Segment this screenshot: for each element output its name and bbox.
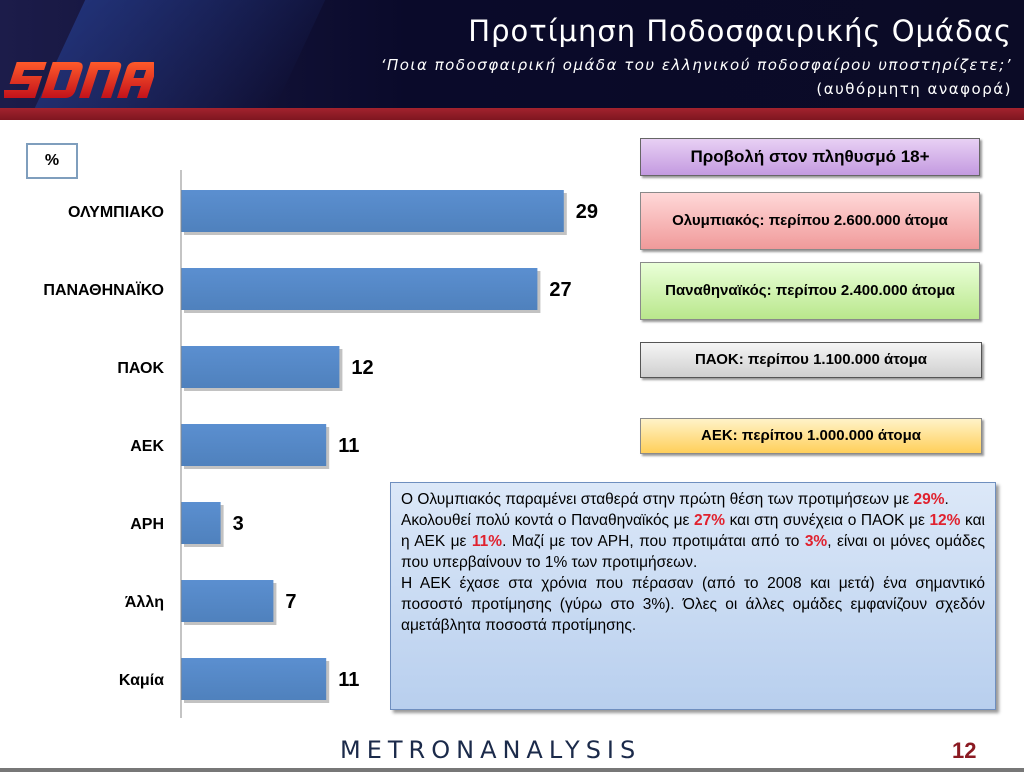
note-text: . Μαζί με τον ΑΡΗ, που προτιμάται από το: [502, 533, 805, 550]
bar-chart: ΟΛΥΜΠΙΑΚΟ 29 ΠΑΝΑΘΗΝΑΪΚΟ 27 ΠΑΟΚ 12 ΑΕΚ 11 ΑΡΗ 3 Ά…: [43, 170, 598, 718]
bar: [181, 502, 221, 544]
footer-line: [0, 768, 1024, 772]
page-subtitle: ‘Ποια ποδοσφαιρική ομάδα του ελληνικού π…: [380, 56, 1012, 74]
category-label: ΠΑΟΚ: [117, 360, 164, 377]
note-highlight: 12%: [929, 512, 961, 529]
note-text: και η ΑΕΚ με: [401, 512, 985, 550]
value-label: 7: [285, 591, 296, 613]
value-label: 29: [576, 201, 598, 223]
note-text: Ο Ολυμπιακός παραμένει σταθερά στην πρώτ…: [401, 491, 914, 508]
bar: [181, 346, 340, 388]
note-text: , είναι οι μόνες ομάδες που υπερβαίνουν …: [401, 533, 985, 571]
note-highlight: 27%: [694, 512, 726, 529]
projection-callout: Προβολή στον πληθυσμό 18+: [640, 138, 980, 176]
header-banner: Προτίμηση Ποδοσφαιρικής Ομάδας ‘Ποια ποδ…: [0, 0, 1024, 108]
value-label: 3: [233, 513, 244, 535]
page-number: 12: [952, 738, 977, 763]
note-text: Η ΑΕΚ έχασε στα χρόνια που πέρασαν (από …: [401, 575, 985, 634]
note-highlight: 3%: [804, 533, 828, 550]
page-subtitle-note: (αυθόρμητη αναφορά): [816, 80, 1012, 98]
bar: [181, 190, 564, 232]
note-text: Ακολουθεί πολύ κοντά ο Παναθηναϊκός με: [401, 512, 694, 529]
brand-part-a: METRON: [340, 736, 481, 764]
note-text: και στη συνέχεια ο ΠΑΟΚ με: [725, 512, 930, 529]
value-label: 12: [351, 357, 373, 379]
commentary-box: Ο Ολυμπιακός παραμένει σταθερά στην πρώτ…: [390, 482, 996, 710]
category-label: ΑΡΗ: [130, 516, 164, 533]
category-label: ΠΑΝΑΘΗΝΑΪΚΟ: [43, 281, 164, 299]
sdna-logo: [4, 62, 154, 98]
category-label: ΟΛΥΜΠΙΑΚΟ: [68, 204, 164, 221]
note-highlight: 29%: [913, 491, 945, 508]
category-label: Καμία: [119, 672, 164, 689]
bar: [181, 424, 327, 466]
bar: [181, 658, 327, 700]
panathinaikos-callout: Παναθηναϊκός: περίπου 2.400.000 άτομα: [640, 262, 980, 320]
header-red-band: [0, 108, 1024, 120]
bar: [181, 580, 274, 622]
value-label: 27: [549, 279, 571, 301]
aek-callout: ΑΕΚ: περίπου 1.000.000 άτομα: [640, 418, 982, 454]
value-label: 11: [338, 669, 359, 691]
brand-part-b: ANALYSIS: [480, 736, 642, 764]
category-label: Άλλη: [125, 594, 164, 611]
metron-analysis-brand: METRONANALYSIS: [340, 736, 641, 764]
page-title: Προτίμηση Ποδοσφαιρικής Ομάδας: [468, 14, 1012, 48]
note-highlight: 11%: [471, 533, 503, 550]
olympiakos-callout: Ολυμπιακός: περίπου 2.600.000 άτομα: [640, 192, 980, 250]
category-label: ΑΕΚ: [130, 438, 164, 455]
value-label: 11: [338, 435, 359, 457]
unit-label-box: %: [26, 143, 78, 179]
bar: [181, 268, 538, 310]
note-text: .: [944, 491, 949, 508]
paok-callout: ΠΑΟΚ: περίπου 1.100.000 άτομα: [640, 342, 982, 378]
